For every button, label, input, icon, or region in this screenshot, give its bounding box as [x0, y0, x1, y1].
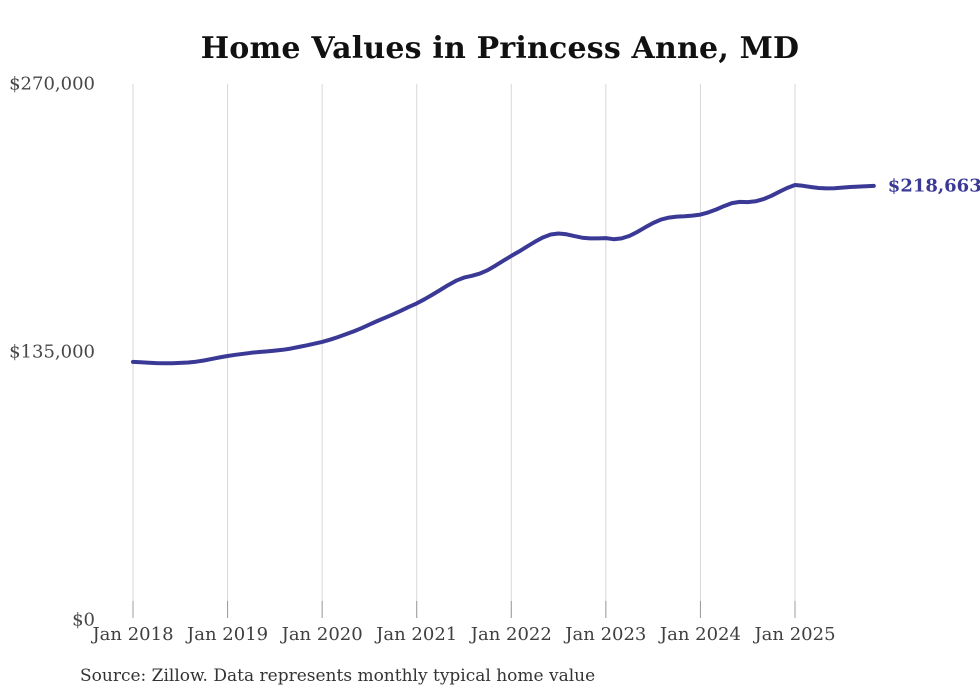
- source-note: Source: Zillow. Data represents monthly …: [80, 666, 596, 686]
- x-tick-label: Jan 2021: [376, 624, 458, 645]
- x-tick-label: Jan 2019: [187, 624, 269, 645]
- x-tick-label: Jan 2024: [659, 624, 741, 645]
- end-value-label: $218,663: [887, 175, 980, 197]
- value-line: [131, 183, 876, 366]
- y-tick-label: $270,000: [9, 73, 95, 95]
- x-tick-label: Jan 2025: [754, 624, 836, 645]
- x-tick-label: Jan 2023: [565, 624, 647, 645]
- x-tick-label: Jan 2022: [470, 624, 552, 645]
- chart-title: Home Values in Princess Anne, MD: [200, 31, 800, 66]
- y-tick-label: $135,000: [9, 341, 95, 363]
- x-tick-label: Jan 2018: [92, 624, 174, 645]
- x-tick-label: Jan 2020: [281, 624, 363, 645]
- y-tick-label: $0: [72, 609, 95, 631]
